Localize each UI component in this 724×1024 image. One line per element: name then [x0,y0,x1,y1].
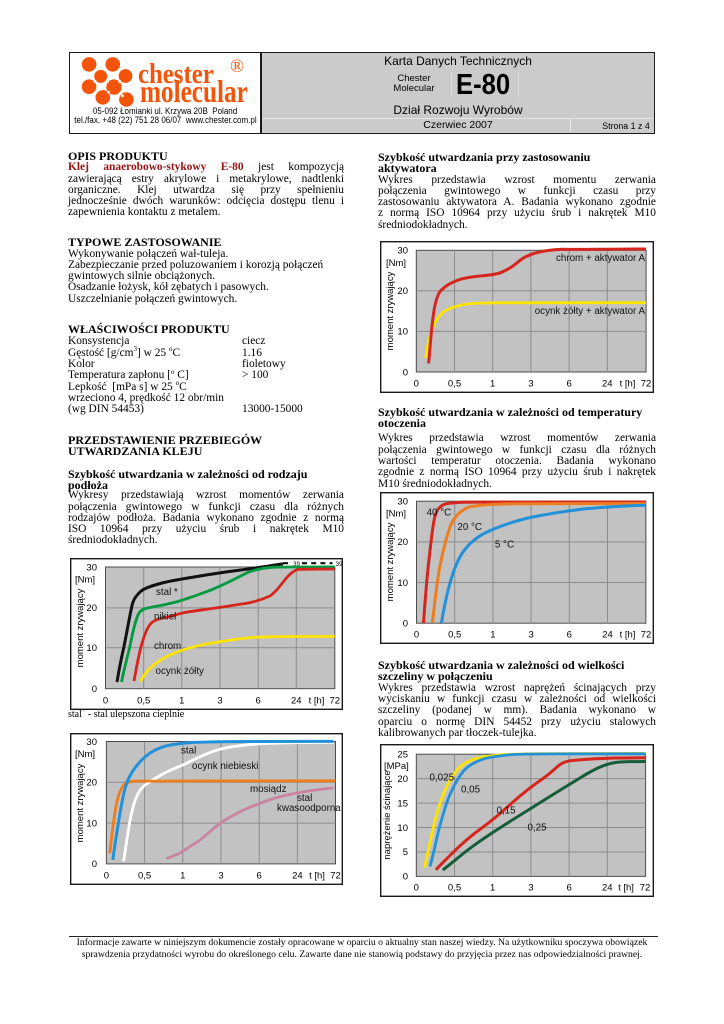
svg-text:ocynk żółty: ocynk żółty [156,666,205,677]
svg-text:0,5: 0,5 [138,870,151,881]
svg-text:6: 6 [566,378,571,389]
svg-text:10: 10 [397,578,408,589]
svg-text:10: 10 [86,643,97,654]
svg-text:5: 5 [403,847,408,858]
svg-text:15: 15 [397,798,408,809]
svg-text:3: 3 [528,378,533,389]
svg-text:1: 1 [490,630,495,641]
svg-text:[Nm]: [Nm] [386,258,406,269]
svg-text:0: 0 [92,859,97,870]
svg-text:39: 39 [293,562,300,568]
svg-text:1: 1 [490,378,495,389]
svg-text:0: 0 [414,882,419,893]
svg-text:72: 72 [330,870,341,881]
svg-text:24: 24 [602,378,613,389]
svg-text:t [h]: t [h] [618,882,634,893]
svg-text:kwasoodporna: kwasoodporna [277,803,341,814]
svg-text:24: 24 [602,882,613,893]
svg-text:6: 6 [256,695,261,706]
svg-text:20: 20 [86,603,97,614]
svg-text:72: 72 [640,882,651,893]
svg-text:moment zrywający: moment zrywający [75,588,86,667]
svg-text:40 °C: 40 °C [427,508,452,519]
svg-text:0: 0 [403,367,408,378]
svg-text:0: 0 [103,695,108,706]
svg-text:0,25: 0,25 [528,823,548,834]
svg-text:[Nm]: [Nm] [75,575,95,586]
svg-text:stal *: stal * [156,587,178,598]
svg-text:3: 3 [528,630,533,641]
svg-text:chrom + aktywator A: chrom + aktywator A [556,253,645,264]
svg-text:mosiądz: mosiądz [250,784,287,795]
svg-text:chrom: chrom [154,641,181,652]
svg-text:10: 10 [86,818,97,829]
svg-text:39: 39 [336,562,343,568]
svg-text:20: 20 [397,774,408,785]
svg-text:0,05: 0,05 [461,785,481,796]
svg-text:25: 25 [397,750,408,761]
svg-text:3: 3 [217,695,222,706]
svg-text:[MPa]: [MPa] [384,761,409,772]
svg-text:72: 72 [641,378,652,389]
svg-text:30: 30 [397,246,408,257]
svg-text:30: 30 [86,562,97,573]
svg-text:t [h]: t [h] [620,378,636,389]
svg-text:72: 72 [641,630,652,641]
svg-text:0: 0 [403,619,408,630]
svg-text:72: 72 [330,695,341,706]
svg-text:0: 0 [414,630,419,641]
svg-text:6: 6 [567,630,572,641]
svg-text:30: 30 [397,497,408,508]
svg-text:0,5: 0,5 [448,378,461,389]
svg-text:t [h]: t [h] [620,630,636,641]
svg-text:stal: stal [181,746,196,757]
svg-text:0,5: 0,5 [448,630,461,641]
svg-text:[Nm]: [Nm] [386,509,406,520]
svg-text:10: 10 [397,823,408,834]
svg-text:0,15: 0,15 [497,806,517,817]
svg-text:moment zrywający: moment zrywający [75,763,86,842]
svg-text:0,5: 0,5 [448,882,461,893]
svg-text:0: 0 [104,870,109,881]
svg-text:t [h]: t [h] [309,870,325,881]
svg-text:1: 1 [179,695,184,706]
svg-text:20: 20 [397,286,408,297]
svg-text:5 °C: 5 °C [495,540,514,551]
svg-text:24: 24 [602,630,613,641]
svg-text:3: 3 [528,882,533,893]
svg-text:20: 20 [86,778,97,789]
svg-text:moment zrywający: moment zrywający [385,522,396,601]
svg-text:[Nm]: [Nm] [75,749,95,760]
svg-text:ocynk żółty + aktywator A: ocynk żółty + aktywator A [535,306,646,317]
svg-text:3: 3 [218,870,223,881]
svg-text:naprężenie ścinające: naprężenie ścinające [382,770,393,859]
svg-text:10: 10 [397,327,408,338]
svg-text:24: 24 [292,870,303,881]
svg-text:1: 1 [490,882,495,893]
svg-text:20 °C: 20 °C [457,522,482,533]
svg-text:6: 6 [566,882,571,893]
svg-text:ocynk niebieski: ocynk niebieski [192,761,258,772]
svg-text:6: 6 [257,870,262,881]
svg-text:1: 1 [180,870,185,881]
svg-text:20: 20 [397,537,408,548]
svg-text:t [h]: t [h] [309,695,325,706]
svg-text:30: 30 [86,737,97,748]
svg-text:moment zrywający: moment zrywający [385,271,396,350]
svg-text:nikiel: nikiel [154,612,176,623]
svg-text:0: 0 [414,378,419,389]
svg-text:0: 0 [92,684,97,695]
svg-text:0,025: 0,025 [430,773,455,784]
svg-text:0,5: 0,5 [137,695,150,706]
svg-text:24: 24 [291,695,302,706]
svg-text:0: 0 [403,872,408,883]
svg-text:stal: stal [297,793,312,804]
